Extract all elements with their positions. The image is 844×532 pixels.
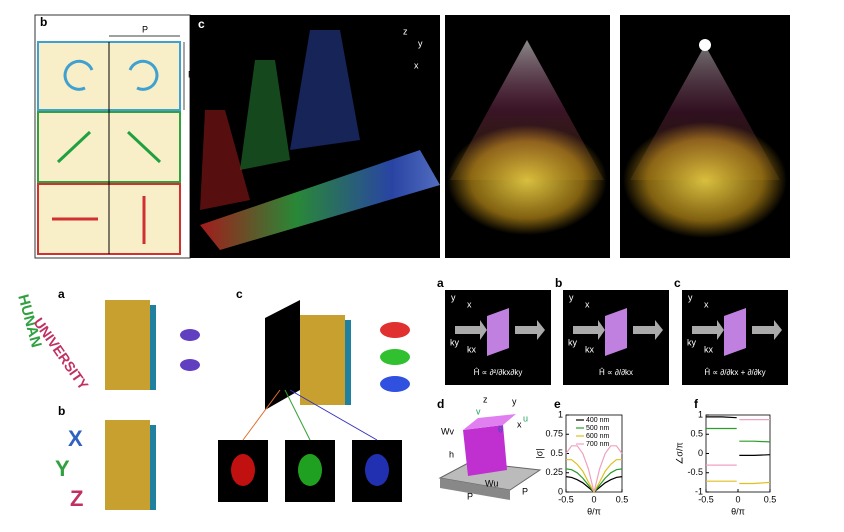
panel-label: a bbox=[58, 287, 65, 301]
axis-label: z bbox=[483, 394, 488, 404]
legend-label: 600 nm bbox=[586, 433, 610, 440]
panel-label: e bbox=[554, 397, 561, 411]
axis-label: y bbox=[688, 292, 693, 302]
axis-label: x bbox=[467, 299, 472, 309]
word: UNIVERSITY bbox=[31, 315, 93, 394]
beam bbox=[692, 320, 724, 340]
letter: X bbox=[68, 426, 83, 451]
x-tick-label: -0.5 bbox=[558, 494, 574, 504]
y-tick-label: 0.75 bbox=[545, 429, 563, 439]
axis-label: x bbox=[704, 299, 709, 309]
dim-label: h bbox=[449, 449, 454, 459]
y-tick-label: -0.5 bbox=[687, 467, 703, 477]
x-tick-label: -0.5 bbox=[698, 494, 714, 504]
diagram-d: d z y x v u θ Wv h Wu P P bbox=[437, 394, 542, 501]
y-tick-label: 0 bbox=[698, 448, 703, 458]
axis-label: kx bbox=[467, 344, 477, 354]
legend-label: 500 nm bbox=[586, 425, 610, 432]
y-tick-label: 0.25 bbox=[545, 467, 563, 477]
formula: Ĥ ∝ ∂/∂kx bbox=[599, 368, 633, 377]
panel-top-c: c z y x bbox=[190, 15, 440, 258]
line bbox=[566, 459, 622, 494]
panel-bottom-left: a b c HUNAN UNIVERSITY X Y Z bbox=[14, 287, 410, 511]
axis-label: ky bbox=[687, 337, 697, 347]
letter: Y bbox=[55, 456, 70, 481]
axis-label: x bbox=[585, 299, 590, 309]
line bbox=[706, 416, 771, 456]
photo-panels bbox=[445, 15, 790, 258]
beam bbox=[455, 320, 487, 340]
axis-label: y bbox=[512, 396, 517, 406]
dim-label: P bbox=[467, 491, 473, 501]
dim-label: Wv bbox=[441, 426, 454, 436]
y-tick-label: 0.5 bbox=[550, 448, 563, 458]
line bbox=[706, 480, 771, 485]
panel-label: c bbox=[674, 276, 681, 290]
letter: Z bbox=[70, 486, 83, 511]
panel-label: f bbox=[694, 397, 699, 411]
axis-label: x bbox=[517, 419, 522, 429]
line bbox=[565, 468, 623, 493]
axis-label: y bbox=[569, 292, 574, 302]
y-tick-label: 0 bbox=[558, 486, 563, 496]
period-label: P bbox=[142, 24, 148, 34]
legend-label: 400 nm bbox=[586, 417, 610, 424]
plot-frame bbox=[705, 414, 771, 493]
panel-label: b bbox=[40, 15, 47, 29]
y-axis-label: ∠σ/π bbox=[674, 442, 684, 464]
axis-label: v bbox=[476, 406, 481, 416]
line bbox=[706, 419, 770, 466]
x-tick-label: 0.5 bbox=[764, 494, 777, 504]
line bbox=[706, 427, 771, 443]
formula: Ĥ ∝ ∂²/∂kx∂ky bbox=[474, 368, 523, 377]
axis-label: kx bbox=[585, 344, 595, 354]
y-tick-label: 1 bbox=[558, 409, 563, 419]
dim-label: Wu bbox=[485, 478, 498, 488]
axis-label: u bbox=[523, 413, 528, 423]
panel-label: c bbox=[198, 17, 205, 31]
y-tick-label: 0.5 bbox=[690, 429, 703, 439]
beam bbox=[573, 320, 605, 340]
panel-top-b: b P P bbox=[34, 14, 194, 259]
y-tick-label: 1 bbox=[698, 409, 703, 419]
x-tick-label: 0.5 bbox=[616, 494, 629, 504]
beam bbox=[752, 320, 782, 340]
axis-label: kx bbox=[704, 344, 714, 354]
panel-label: a bbox=[437, 276, 444, 290]
metasurface bbox=[487, 307, 509, 357]
axis-label: z bbox=[403, 26, 408, 36]
axis-label: y bbox=[418, 38, 423, 48]
x-axis-label: θ/π bbox=[587, 506, 601, 516]
axis-label: ky bbox=[450, 337, 460, 347]
panel-label: d bbox=[437, 397, 444, 411]
axis-label: x bbox=[414, 60, 419, 70]
metasurface bbox=[724, 307, 746, 357]
legend-label: 700 nm bbox=[586, 441, 610, 448]
x-axis-label: θ/π bbox=[731, 506, 745, 516]
line bbox=[565, 445, 623, 493]
dim-label: P bbox=[522, 486, 528, 496]
y-axis-label: |σ| bbox=[534, 448, 544, 458]
x-tick-label: 0 bbox=[735, 494, 740, 504]
beam bbox=[633, 320, 663, 340]
panel-label: b bbox=[555, 276, 562, 290]
formula: Ĥ ∝ ∂/∂kx + ∂/∂ky bbox=[704, 368, 765, 377]
x-tick-label: 0 bbox=[591, 494, 596, 504]
y-tick-label: -1 bbox=[695, 486, 703, 496]
axis-label: θ bbox=[498, 424, 503, 434]
beam bbox=[515, 320, 545, 340]
metasurface bbox=[605, 307, 627, 357]
axis-label: ky bbox=[568, 337, 578, 347]
axis-label: y bbox=[451, 292, 456, 302]
panel-label: b bbox=[58, 404, 65, 418]
panel-label: c bbox=[236, 287, 243, 301]
